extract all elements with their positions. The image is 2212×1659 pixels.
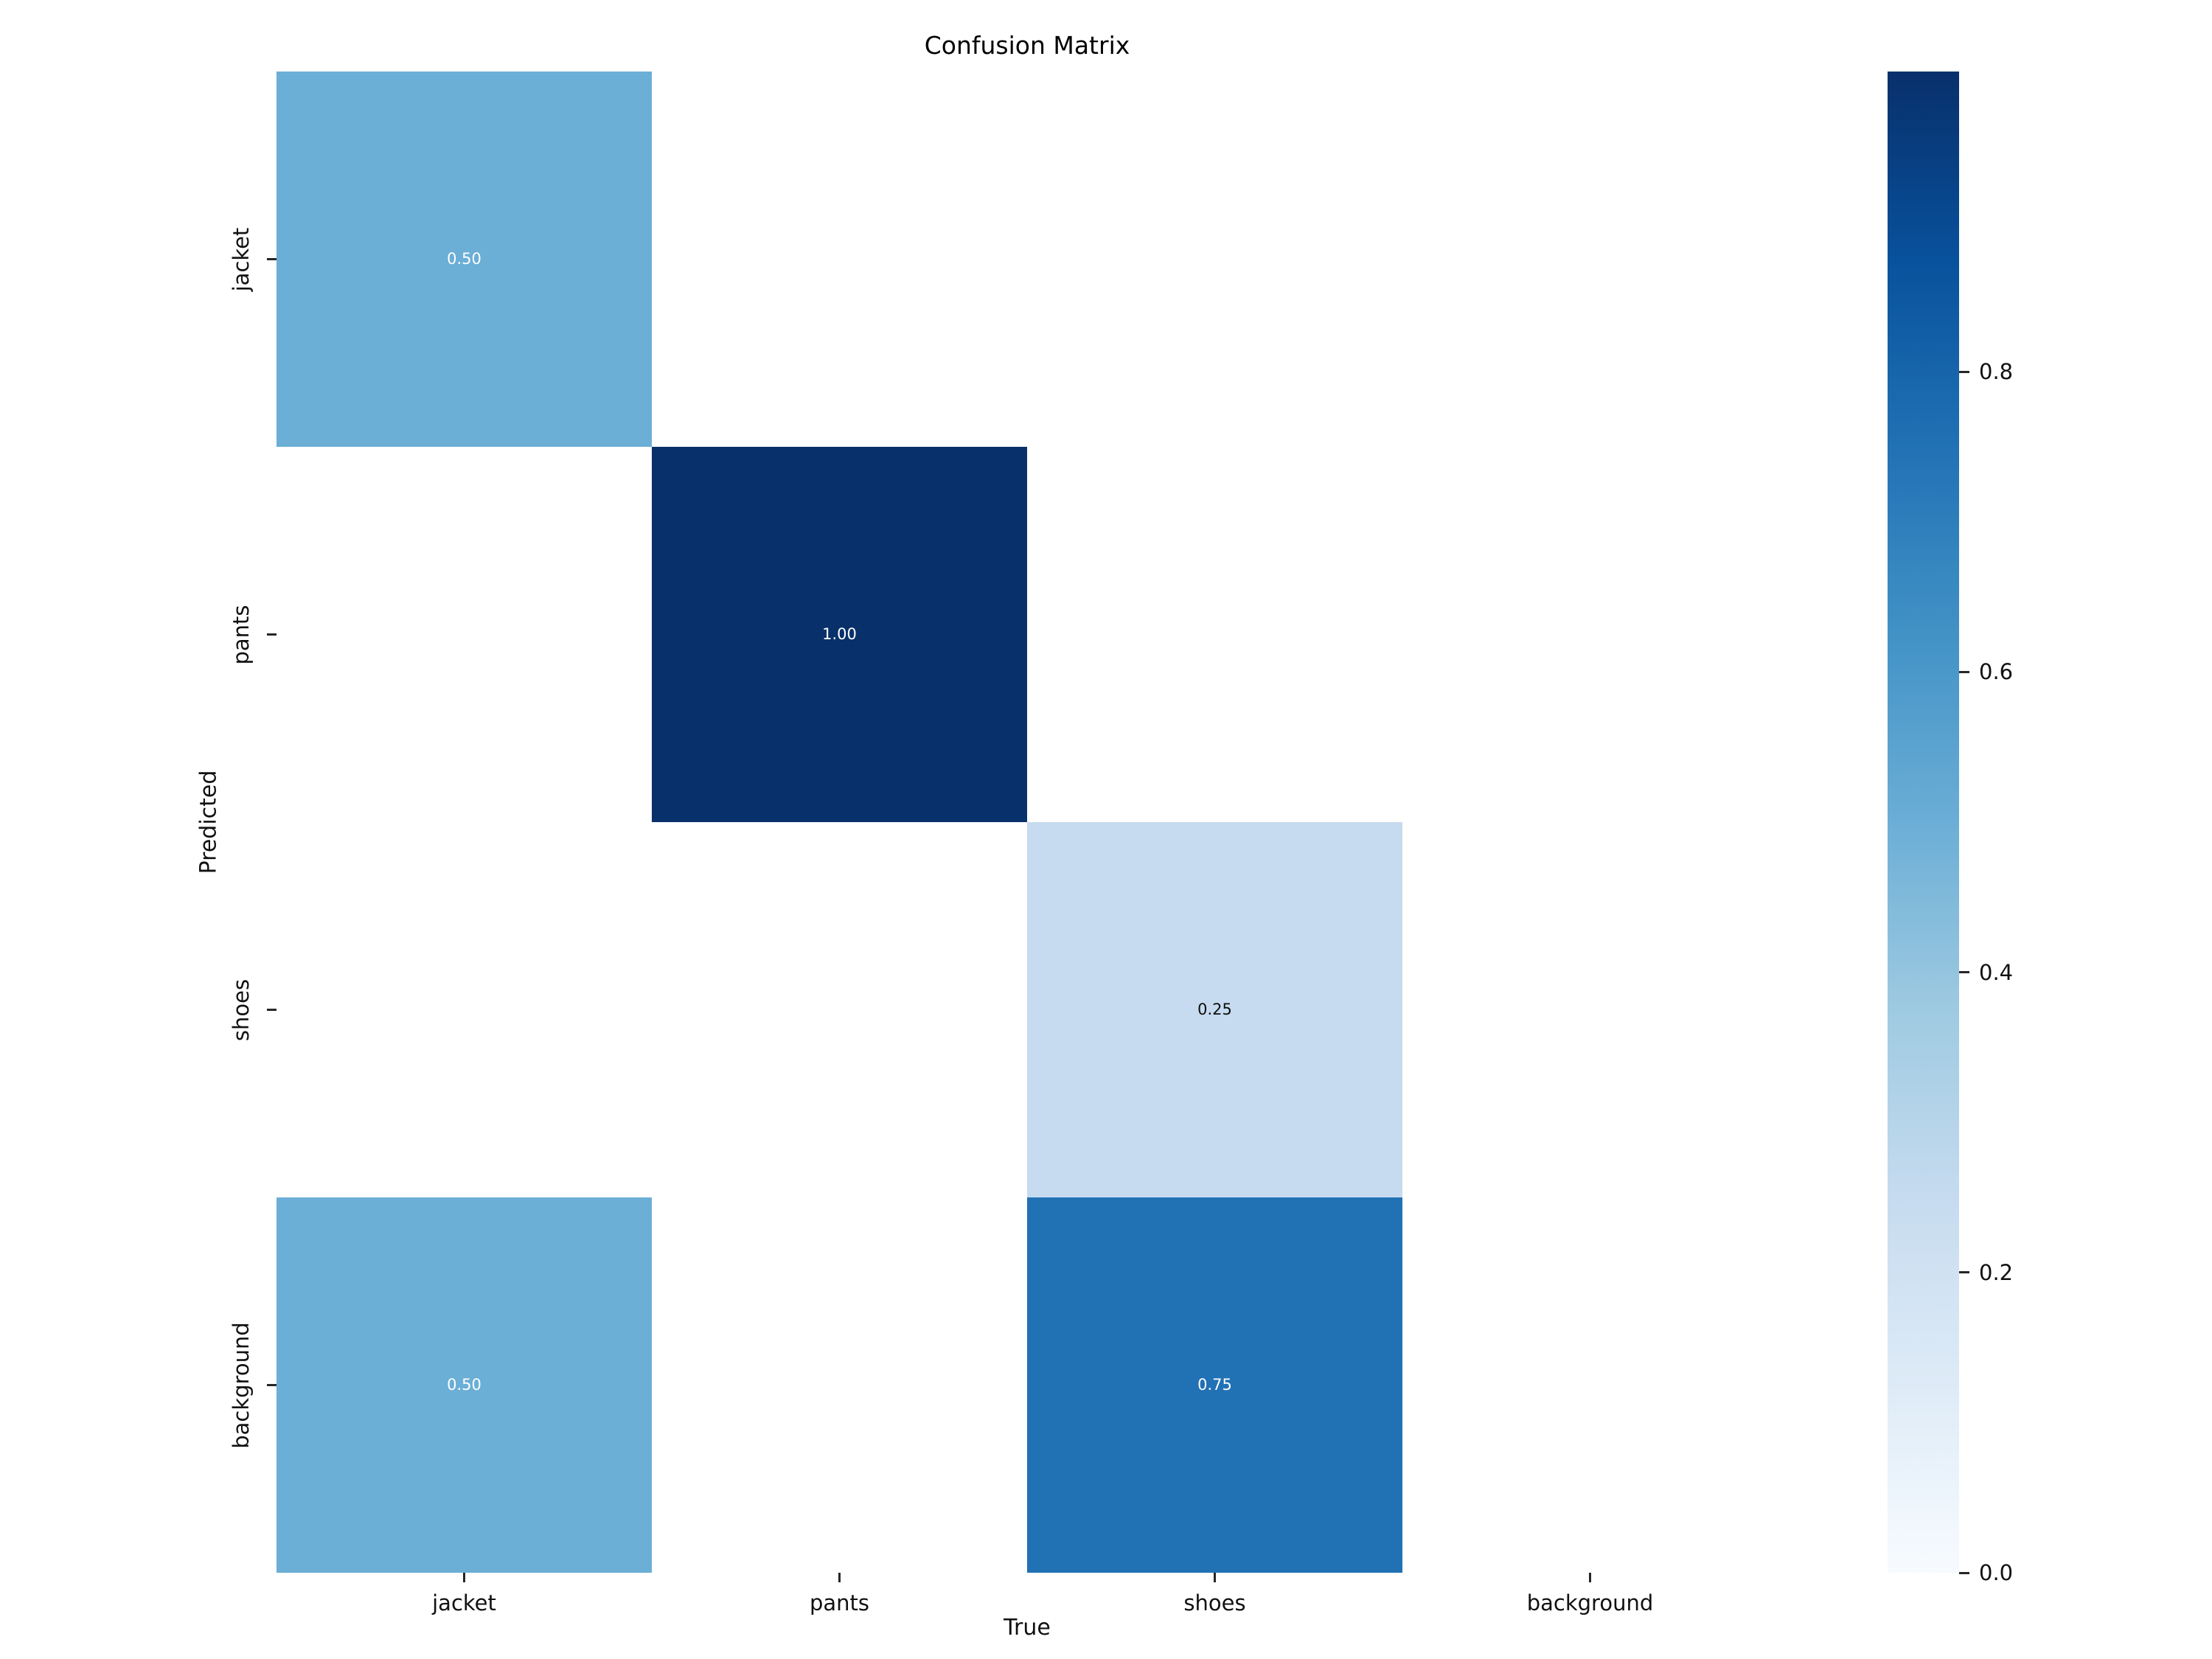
cell-value: 0.50 (447, 250, 481, 268)
heatmap-cell-shoes-shoes: 0.25 (1027, 822, 1402, 1197)
heatmap-cell-background-jacket: 0.50 (276, 1197, 652, 1573)
heatmap-grid: 0.50 1.00 0.25 0.50 0.75 (276, 72, 1778, 1573)
colorbar-tick (1959, 370, 1969, 373)
heatmap-cell-jacket-background (1402, 72, 1778, 447)
x-axis-tick (1214, 1573, 1216, 1582)
x-tick-label-background: background (1526, 1590, 1654, 1615)
heatmap-cell-jacket-shoes (1027, 72, 1402, 447)
y-tick-label-pants: pants (229, 604, 254, 665)
colorbar-tick-label-0.0: 0.0 (1979, 1560, 2014, 1585)
y-tick-label-jacket: jacket (229, 227, 254, 291)
y-axis-tick (267, 1009, 276, 1011)
heatmap-cell-shoes-jacket (276, 822, 652, 1197)
heatmap-cell-background-pants (652, 1197, 1027, 1573)
cell-value: 0.50 (447, 1376, 481, 1394)
x-axis-tick (838, 1573, 841, 1582)
heatmap-cell-shoes-pants (652, 822, 1027, 1197)
colorbar-tick (1959, 670, 1969, 673)
cell-value: 0.75 (1197, 1376, 1232, 1394)
colorbar-tick (1959, 1571, 1969, 1574)
y-tick-label-shoes: shoes (229, 978, 254, 1041)
heatmap-cell-jacket-jacket: 0.50 (276, 72, 652, 447)
colorbar-tick-label-0.6: 0.6 (1979, 659, 2014, 685)
heatmap-cell-pants-shoes (1027, 447, 1402, 822)
chart-title: Confusion Matrix (924, 31, 1130, 60)
y-axis-tick (267, 633, 276, 636)
y-axis-tick (267, 258, 276, 260)
y-axis-tick (267, 1384, 276, 1386)
heatmap-cell-background-shoes: 0.75 (1027, 1197, 1402, 1573)
y-axis-label: Predicted (195, 770, 222, 874)
colorbar-gradient (1888, 72, 1959, 1573)
x-tick-label-jacket: jacket (432, 1590, 496, 1615)
heatmap-cell-pants-background (1402, 447, 1778, 822)
x-tick-label-pants: pants (809, 1590, 870, 1615)
x-axis-label: True (1004, 1615, 1051, 1641)
heatmap-cell-pants-jacket (276, 447, 652, 822)
x-axis-tick (463, 1573, 465, 1582)
x-axis-tick (1589, 1573, 1591, 1582)
x-tick-label-shoes: shoes (1183, 1590, 1246, 1615)
heatmap-cell-jacket-pants (652, 72, 1027, 447)
colorbar-tick-label-0.2: 0.2 (1979, 1259, 2014, 1285)
colorbar-tick-label-0.8: 0.8 (1979, 359, 2014, 385)
heatmap-cell-shoes-background (1402, 822, 1778, 1197)
heatmap-cell-pants-pants: 1.00 (652, 447, 1027, 822)
colorbar-tick (1959, 971, 1969, 974)
y-tick-label-background: background (229, 1321, 254, 1449)
cell-value: 1.00 (822, 625, 857, 643)
colorbar-tick (1959, 1271, 1969, 1274)
heatmap-cell-background-background (1402, 1197, 1778, 1573)
cell-value: 0.25 (1197, 1001, 1232, 1018)
colorbar-tick-label-0.4: 0.4 (1979, 959, 2014, 985)
